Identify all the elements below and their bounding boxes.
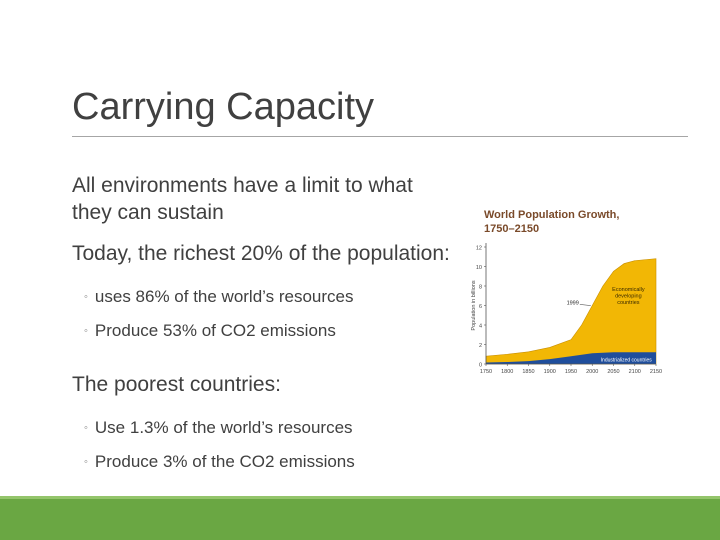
y-tick-label: 6	[479, 304, 482, 310]
sub-bullet-marker-icon: ◦	[84, 422, 88, 434]
sub-list-poorest: ◦ Use 1.3% of the world’s resources ◦ Prod…	[72, 412, 452, 480]
y-axis-label: Population in billions	[471, 280, 477, 330]
sub-bullet-text: Produce 3% of the CO2 emissions	[94, 452, 355, 471]
sub-bullet-text: Use 1.3% of the world’s resources	[94, 418, 353, 437]
x-tick-label: 1750	[480, 369, 492, 375]
sub-bullet-marker-icon: ◦	[84, 291, 88, 303]
x-tick-label: 2000	[586, 369, 598, 375]
y-tick-label: 4	[479, 324, 482, 330]
annotation-1999: 1999	[567, 301, 579, 307]
sub-bullet: ◦ Use 1.3% of the world’s resources	[84, 412, 452, 446]
sub-list-richest: ◦ uses 86% of the world’s resources ◦ Prod…	[72, 281, 452, 349]
population-chart: World Population Growth, 1750–2150 0 2 4 6 8 10…	[470, 202, 670, 382]
footer-bar	[0, 499, 720, 540]
x-tick-label: 1900	[544, 369, 556, 375]
population-chart-svg: World Population Growth, 1750–2150 0 2 4 6 8 10…	[471, 209, 662, 375]
title-divider	[72, 136, 688, 137]
chart-title: World Population Growth,	[484, 209, 619, 221]
x-tick-label: 1800	[501, 369, 513, 375]
y-tick-label: 0	[479, 363, 482, 369]
sub-bullet-marker-icon: ◦	[84, 456, 88, 468]
sub-bullet: ◦ Produce 3% of the CO2 emissions	[84, 446, 452, 480]
slide-title: Carrying Capacity	[72, 86, 374, 128]
sub-bullet-marker-icon: ◦	[84, 325, 88, 337]
y-tick-label: 2	[479, 343, 482, 349]
sub-bullet-text: uses 86% of the world’s resources	[94, 287, 354, 306]
y-tick-label: 12	[476, 246, 482, 252]
sub-bullet: ◦ uses 86% of the world’s resources	[84, 281, 452, 315]
series-label-developing: Economically developing countries	[612, 287, 645, 306]
sub-bullet: ◦ Produce 53% of CO2 emissions	[84, 315, 452, 349]
x-tick-label: 2050	[607, 369, 619, 375]
series-label-developing-line: Economically	[612, 287, 645, 293]
x-tick-label: 2100	[629, 369, 641, 375]
y-tick-label: 10	[476, 265, 482, 271]
series-label-developing-line: countries	[617, 300, 640, 306]
series-label-industrialized: Industrialized countries	[601, 358, 653, 364]
footer-accent-line	[0, 496, 720, 499]
series-area-developing	[485, 258, 657, 365]
slide-body: All environments have a limit to what th…	[72, 172, 452, 502]
x-tick-label: 2150	[650, 369, 662, 375]
x-tick-label: 1950	[565, 369, 577, 375]
bullet-poorest: The poorest countries:	[72, 373, 281, 396]
annotation-pointer	[579, 304, 591, 306]
sub-bullet-text: Produce 53% of CO2 emissions	[94, 321, 336, 340]
bullet-richest: Today, the richest 20% of the population…	[72, 242, 450, 265]
series-label-developing-line: developing	[615, 293, 642, 299]
series-area-industrialized	[486, 352, 656, 364]
bullet-environments: All environments have a limit to what th…	[72, 174, 413, 224]
chart-subtitle: 1750–2150	[484, 223, 539, 235]
y-tick-label: 8	[479, 285, 482, 291]
x-tick-label: 1850	[522, 369, 534, 375]
